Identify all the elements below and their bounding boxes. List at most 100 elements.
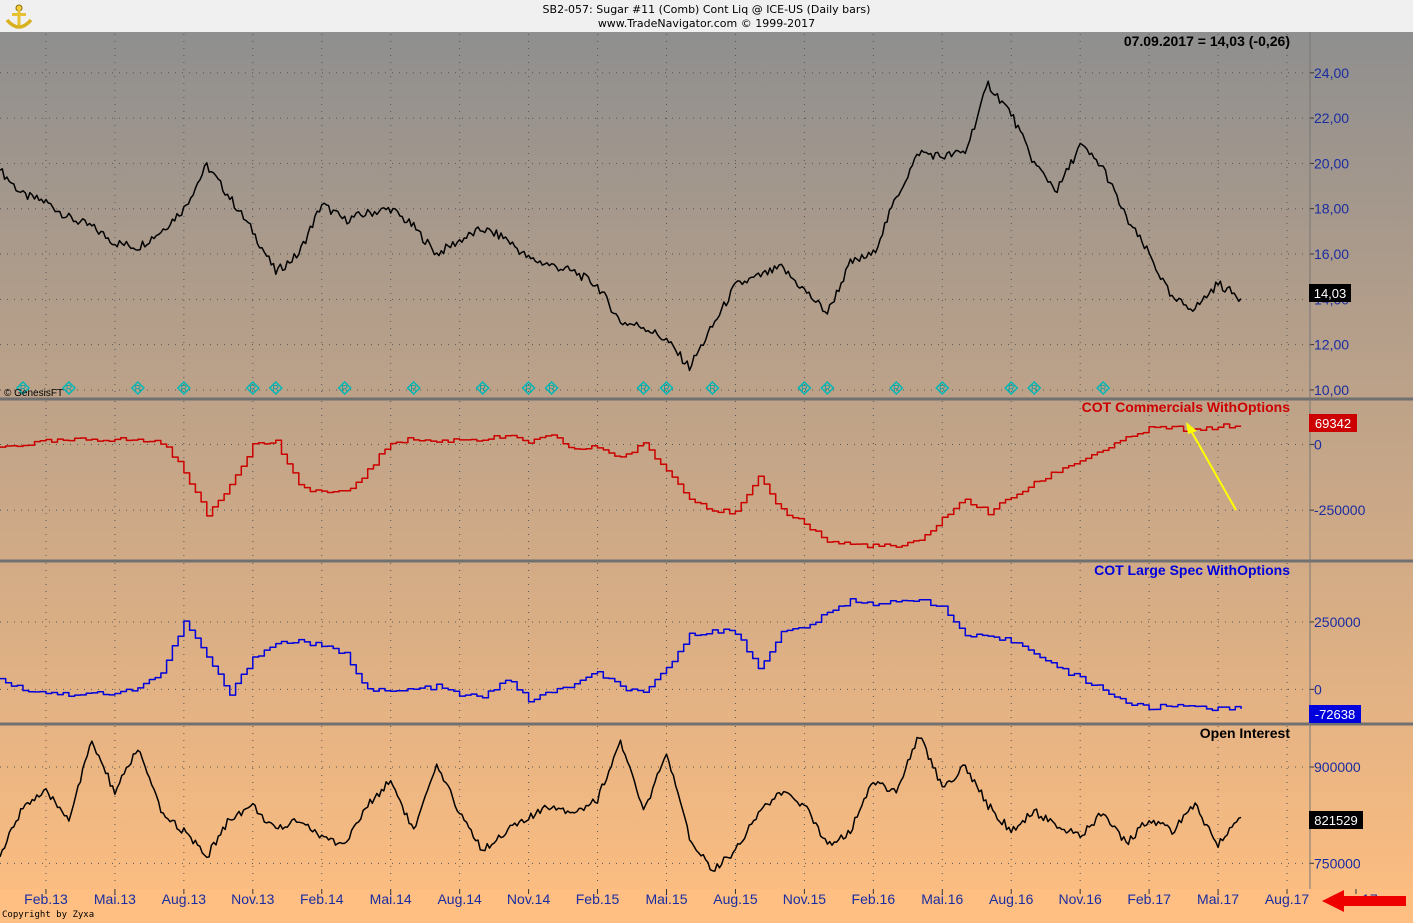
price-last-value-box: 14,03 bbox=[1309, 284, 1351, 302]
x-tick-label: Feb.15 bbox=[576, 891, 620, 907]
commercials-legend: COT Commercials WithOptions bbox=[1082, 399, 1291, 415]
x-tick-label: Mai.13 bbox=[94, 891, 136, 907]
reminder-marker-icon: R bbox=[705, 380, 720, 396]
annotation-arrowhead bbox=[1186, 422, 1197, 434]
oi-last-value: 821529 bbox=[1314, 813, 1357, 828]
reminder-marker-glyph: R bbox=[548, 384, 555, 394]
reminder-marker-icon: R bbox=[245, 380, 260, 396]
large-spec-last-value-box: -72638 bbox=[1309, 705, 1361, 723]
y-tick-label: 250000 bbox=[1314, 614, 1361, 630]
chart-header: SB2-057: Sugar #11 (Comb) Cont Liq @ ICE… bbox=[0, 0, 1413, 32]
annotation-arrow bbox=[1189, 428, 1237, 511]
reminder-marker-icon: R bbox=[15, 380, 31, 396]
y-tick-label: 12,00 bbox=[1314, 337, 1349, 353]
large-spec-legend: COT Large Spec WithOptions bbox=[1094, 562, 1290, 578]
anchor-logo-icon bbox=[4, 2, 34, 32]
commercials-series-line bbox=[0, 423, 1242, 549]
time-axis-band bbox=[0, 889, 1413, 923]
reminder-marker-glyph: R bbox=[479, 384, 486, 394]
reminder-marker-icon: R bbox=[544, 380, 559, 396]
reminder-marker-glyph: R bbox=[663, 384, 670, 394]
x-tick-label: Nov.14 bbox=[507, 891, 551, 907]
x-tick-label: Aug.16 bbox=[989, 891, 1034, 907]
x-tick-label: Mai.14 bbox=[370, 891, 412, 907]
commercials-last-value-box: 69342 bbox=[1309, 414, 1357, 432]
scroll-right-arrow-icon[interactable] bbox=[1322, 889, 1406, 913]
reminder-marker-glyph: R bbox=[20, 384, 27, 394]
reminder-marker-glyph: R bbox=[341, 384, 348, 394]
x-tick-label: Mai.17 bbox=[1197, 891, 1239, 907]
y-tick-label: 750000 bbox=[1314, 855, 1361, 871]
reminder-marker-icon: R bbox=[176, 380, 191, 396]
reminder-marker-icon: R bbox=[935, 380, 950, 396]
x-tick-label: Aug.15 bbox=[713, 891, 758, 907]
x-tick-label: Feb.16 bbox=[852, 891, 896, 907]
reminder-marker-icon: R bbox=[61, 380, 77, 396]
x-tick-label: Aug.13 bbox=[162, 891, 207, 907]
reminder-marker-icon: R bbox=[521, 380, 536, 396]
reminder-marker-glyph: R bbox=[709, 384, 716, 394]
reminder-marker-glyph: R bbox=[1031, 384, 1038, 394]
reminder-marker-glyph: R bbox=[181, 384, 188, 394]
reminder-marker-glyph: R bbox=[939, 384, 946, 394]
price-readout: 07.09.2017 = 14,03 (-0,26) bbox=[1124, 33, 1290, 49]
y-tick-label: 22,00 bbox=[1314, 110, 1349, 126]
reminder-marker-icon: R bbox=[659, 380, 674, 396]
panel-separators bbox=[0, 397, 1413, 726]
x-tick-label: Aug.14 bbox=[437, 891, 482, 907]
watermark-text: © GenesisFT bbox=[4, 388, 63, 399]
large-spec-series-line bbox=[0, 598, 1242, 712]
x-tick-label: Nov.16 bbox=[1059, 891, 1103, 907]
reminder-marker-glyph: R bbox=[801, 384, 808, 394]
axis-labels: 10,0012,0014,0016,0018,0020,0022,0024,00… bbox=[0, 32, 1413, 923]
y-tick-label: 10,00 bbox=[1314, 382, 1349, 398]
reminder-marker-glyph: R bbox=[893, 384, 900, 394]
y-tick-label: -250000 bbox=[1314, 502, 1366, 518]
reminder-marker-icon: R bbox=[268, 380, 283, 396]
reminder-marker-glyph: R bbox=[410, 384, 417, 394]
x-tick-label: Feb.17 bbox=[1127, 891, 1171, 907]
reminder-marker-glyph: R bbox=[640, 384, 647, 394]
reminder-marker-icon: R bbox=[820, 380, 835, 396]
reminder-marker-icon: R bbox=[406, 380, 421, 396]
open-interest-legend: Open Interest bbox=[1200, 725, 1291, 741]
reminder-marker-glyph: R bbox=[824, 384, 831, 394]
x-tick-label: Mai.15 bbox=[645, 891, 687, 907]
chart-background bbox=[0, 32, 1413, 923]
reminder-marker-icon: R bbox=[475, 380, 490, 396]
reminder-marker-glyph: R bbox=[525, 384, 532, 394]
y-tick-label: 0 bbox=[1314, 436, 1322, 452]
reminder-marker-icon: R bbox=[337, 380, 352, 396]
y-tick-label: 900000 bbox=[1314, 759, 1361, 775]
reminder-marker-icon: R bbox=[1027, 380, 1042, 396]
reminder-marker-glyph: R bbox=[66, 384, 73, 394]
chart-title: SB2-057: Sugar #11 (Comb) Cont Liq @ ICE… bbox=[542, 3, 871, 16]
x-tick-label: Feb.14 bbox=[300, 891, 344, 907]
chart-subtitle: www.TradeNavigator.com © 1999-2017 bbox=[597, 17, 816, 30]
reminder-marker-glyph: R bbox=[273, 384, 280, 394]
y-tick-label: 20,00 bbox=[1314, 155, 1349, 171]
large-spec-last-value: -72638 bbox=[1315, 707, 1355, 722]
oi-last-value-box: 821529 bbox=[1309, 811, 1363, 829]
reminder-marker-icon: R bbox=[797, 380, 812, 396]
copyright-text: Copyright by Zyxa bbox=[2, 910, 95, 920]
x-tick-label: Nov.13 bbox=[231, 891, 275, 907]
y-tick-label: 0 bbox=[1314, 681, 1322, 697]
x-tick-label: Aug.17 bbox=[1265, 891, 1310, 907]
y-tick-label: 16,00 bbox=[1314, 246, 1349, 262]
reminder-marker-icon: R bbox=[130, 380, 145, 396]
x-tick-label: Mai.16 bbox=[921, 891, 963, 907]
price-last-value: 14,03 bbox=[1314, 286, 1347, 301]
reminder-marker-icon: R bbox=[889, 380, 904, 396]
reminder-marker-icon: R bbox=[636, 380, 651, 396]
x-tick-label: Nov.15 bbox=[783, 891, 827, 907]
y-tick-label: 18,00 bbox=[1314, 201, 1349, 217]
y-tick-label: 24,00 bbox=[1314, 65, 1349, 81]
reminder-marker-glyph: R bbox=[1008, 384, 1015, 394]
reminder-marker-icon: R bbox=[1096, 380, 1111, 396]
reminder-marker-icon: R bbox=[1004, 380, 1019, 396]
open-interest-series-line bbox=[0, 736, 1242, 872]
commercials-last-value: 69342 bbox=[1315, 416, 1351, 431]
